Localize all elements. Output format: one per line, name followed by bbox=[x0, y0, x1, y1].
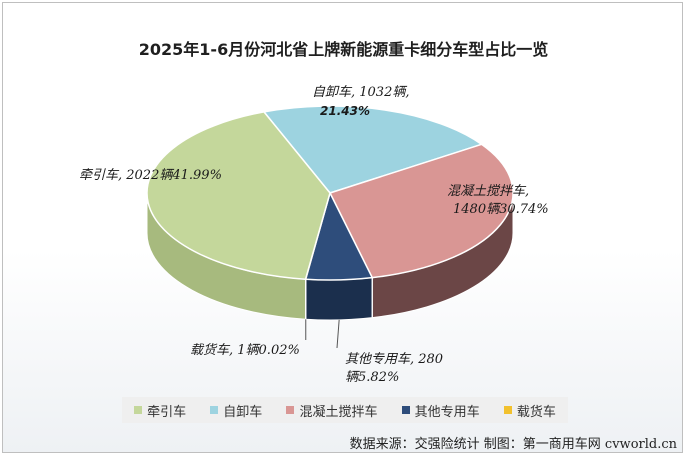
chart-title: 2025年1-6月份河北省上牌新能源重卡细分车型占比一览 bbox=[138, 40, 549, 59]
label-hunningtu: 混凝土搅拌车, 1480辆30.74% bbox=[447, 184, 549, 217]
legend-label: 自卸车 bbox=[223, 404, 263, 420]
pie-slice-1[interactable] bbox=[262, 105, 484, 194]
label-zixieche: 自卸车, 1032辆, 21.43% bbox=[312, 85, 410, 118]
legend-swatch bbox=[503, 406, 512, 414]
legend-item-qianyinche[interactable]: 牵引车 bbox=[134, 401, 186, 420]
legend-label: 牵引车 bbox=[147, 404, 187, 420]
label-zaihuoche: 载货车, 1辆0.02% bbox=[190, 343, 300, 358]
legend-item-hunningtu[interactable]: 混凝土搅拌车 bbox=[286, 401, 377, 420]
legend-item-zixieche[interactable]: 自卸车 bbox=[210, 401, 262, 420]
leader-qitazhuanyong bbox=[336, 319, 340, 349]
legend-swatch bbox=[134, 406, 143, 414]
legend-swatch bbox=[401, 406, 410, 414]
legend-label: 混凝土搅拌车 bbox=[299, 404, 378, 420]
legend-swatch bbox=[286, 406, 295, 414]
pie-slice-2[interactable] bbox=[328, 143, 514, 279]
legend: 牵引车 自卸车 混凝土搅拌车 其他专用车 载货车 bbox=[122, 397, 568, 423]
leader-lines bbox=[305, 319, 340, 349]
source-note: 数据来源：交强险统计 制图：第一商用车网 cvworld.cn bbox=[349, 437, 677, 452]
legend-label: 其他专用车 bbox=[414, 404, 480, 420]
pie-slice-0[interactable] bbox=[146, 111, 331, 281]
pie-top-layer bbox=[146, 105, 514, 281]
legend-label: 载货车 bbox=[516, 404, 556, 420]
legend-item-qitazhuanyong[interactable]: 其他专用车 bbox=[401, 401, 480, 420]
label-qitazhuanyong: 其他专用车, 280 辆5.82% bbox=[345, 352, 444, 385]
legend-swatch bbox=[210, 406, 219, 414]
legend-item-zaihuoche[interactable]: 载货车 bbox=[503, 401, 556, 420]
label-qianyinche: 牵引车, 2022辆41.99% bbox=[79, 168, 222, 183]
pie-side-3 bbox=[305, 277, 373, 321]
